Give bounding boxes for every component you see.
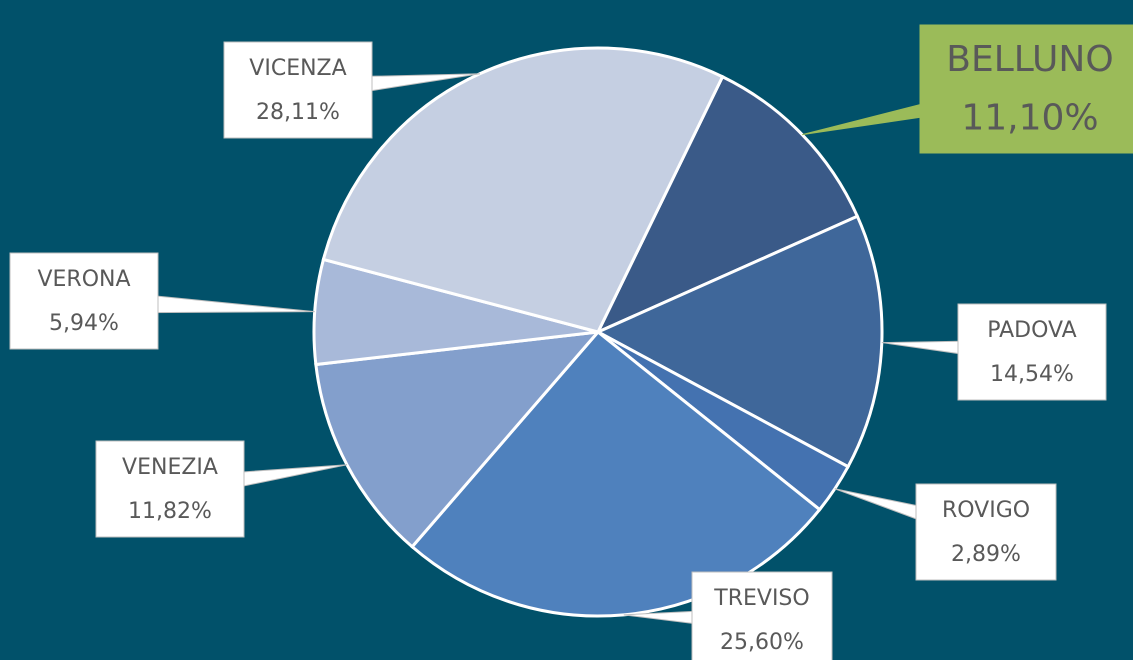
label-category: TREVISO (713, 586, 809, 611)
pie (312, 46, 884, 618)
label-value: 5,94% (49, 311, 119, 336)
data-label: ROVIGO 2,89% (834, 483, 1057, 581)
label-category: PADOVA (987, 318, 1076, 343)
label-category: BELLUNO (946, 39, 1113, 80)
pie-slice (594, 74, 860, 336)
label-box-cover (917, 485, 1055, 579)
pie-slice (594, 214, 884, 469)
label-value: 14,54% (990, 362, 1074, 387)
label-value: 11,10% (961, 98, 1098, 139)
data-label: VICENZA 28,11% (223, 41, 480, 139)
data-label: PADOVA 14,54% (881, 303, 1107, 401)
label-category: ROVIGO (942, 498, 1030, 523)
data-label: VERONA 5,94% (9, 252, 315, 350)
label-value: 28,11% (256, 100, 340, 125)
labels: BELLUNO 11,10% PADOVA 14,54% ROVIGO 2,89% TREV… (9, 24, 1133, 660)
label-box-cover (959, 305, 1105, 399)
label-category: VERONA (37, 267, 130, 292)
label-category: VICENZA (249, 56, 346, 81)
label-box-cover (11, 254, 157, 348)
label-box-cover (225, 43, 371, 137)
label-value: 25,60% (720, 630, 804, 655)
data-label: VENEZIA 11,82% (95, 440, 348, 538)
label-box-cover (97, 442, 243, 536)
label-box-cover (921, 26, 1133, 152)
label-value: 2,89% (951, 542, 1021, 567)
label-box-cover (693, 573, 831, 660)
data-label: TREVISO 25,60% (623, 571, 833, 660)
data-label: BELLUNO 11,10% (802, 24, 1133, 154)
label-category: VENEZIA (122, 455, 218, 480)
label-value: 11,82% (128, 499, 212, 524)
